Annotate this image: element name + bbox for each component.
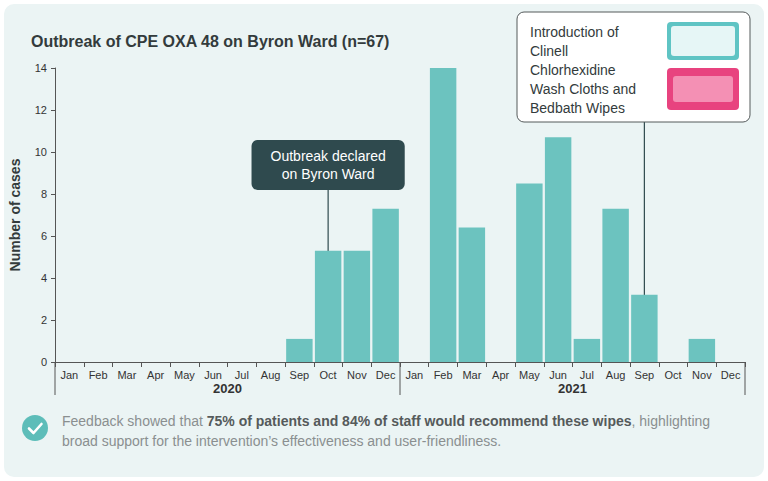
svg-text:Feb: Feb bbox=[434, 369, 453, 381]
html-text:Feedback showed that 75% of pa: Feedback showed that 75% of patients and… bbox=[62, 413, 711, 449]
svg-text:Introduction of: Introduction of bbox=[530, 24, 619, 40]
svg-text:4: 4 bbox=[41, 272, 47, 284]
svg-text:Jul: Jul bbox=[235, 369, 249, 381]
svg-text:Sep: Sep bbox=[290, 369, 310, 381]
svg-text:on Byron Ward: on Byron Ward bbox=[282, 166, 375, 182]
svg-text:Jun: Jun bbox=[549, 369, 567, 381]
svg-text:May: May bbox=[174, 369, 195, 381]
svg-text:Mar: Mar bbox=[117, 369, 136, 381]
svg-text:10: 10 bbox=[35, 146, 47, 158]
svg-text:Jan: Jan bbox=[406, 369, 424, 381]
svg-text:May: May bbox=[519, 369, 540, 381]
svg-text:2021: 2021 bbox=[558, 381, 587, 396]
svg-text:Outbreak of CPE OXA 48 on Byro: Outbreak of CPE OXA 48 on Byron Ward (n=… bbox=[31, 33, 389, 50]
svg-text:Apr: Apr bbox=[492, 369, 509, 381]
svg-text:Clinell: Clinell bbox=[530, 43, 568, 59]
svg-text:6: 6 bbox=[41, 230, 47, 242]
svg-text:Mar: Mar bbox=[462, 369, 481, 381]
svg-text:Feb: Feb bbox=[89, 369, 108, 381]
svg-text:12: 12 bbox=[35, 104, 47, 116]
svg-text:Dec: Dec bbox=[376, 369, 396, 381]
svg-text:Dec: Dec bbox=[721, 369, 741, 381]
svg-text:0: 0 bbox=[41, 356, 47, 368]
svg-text:2: 2 bbox=[41, 314, 47, 326]
svg-text:Jan: Jan bbox=[61, 369, 79, 381]
svg-text:Jul: Jul bbox=[580, 369, 594, 381]
svg-text:Aug: Aug bbox=[606, 369, 626, 381]
svg-text:Oct: Oct bbox=[665, 369, 682, 381]
svg-text:Nov: Nov bbox=[347, 369, 367, 381]
svg-text:Aug: Aug bbox=[261, 369, 281, 381]
svg-text:Apr: Apr bbox=[147, 369, 164, 381]
svg-text:14: 14 bbox=[35, 62, 47, 74]
svg-text:Number of cases: Number of cases bbox=[7, 158, 23, 271]
svg-text:Outbreak declared: Outbreak declared bbox=[271, 148, 386, 164]
svg-text:8: 8 bbox=[41, 188, 47, 200]
svg-text:Bedbath Wipes: Bedbath Wipes bbox=[530, 100, 625, 116]
svg-text:Sep: Sep bbox=[635, 369, 655, 381]
svg-text:Jun: Jun bbox=[204, 369, 222, 381]
svg-text:Wash Cloths and: Wash Cloths and bbox=[530, 81, 636, 97]
svg-text:Oct: Oct bbox=[320, 369, 337, 381]
svg-text:Chlorhexidine: Chlorhexidine bbox=[530, 62, 616, 78]
svg-text:Nov: Nov bbox=[692, 369, 712, 381]
svg-text:2020: 2020 bbox=[213, 381, 242, 396]
